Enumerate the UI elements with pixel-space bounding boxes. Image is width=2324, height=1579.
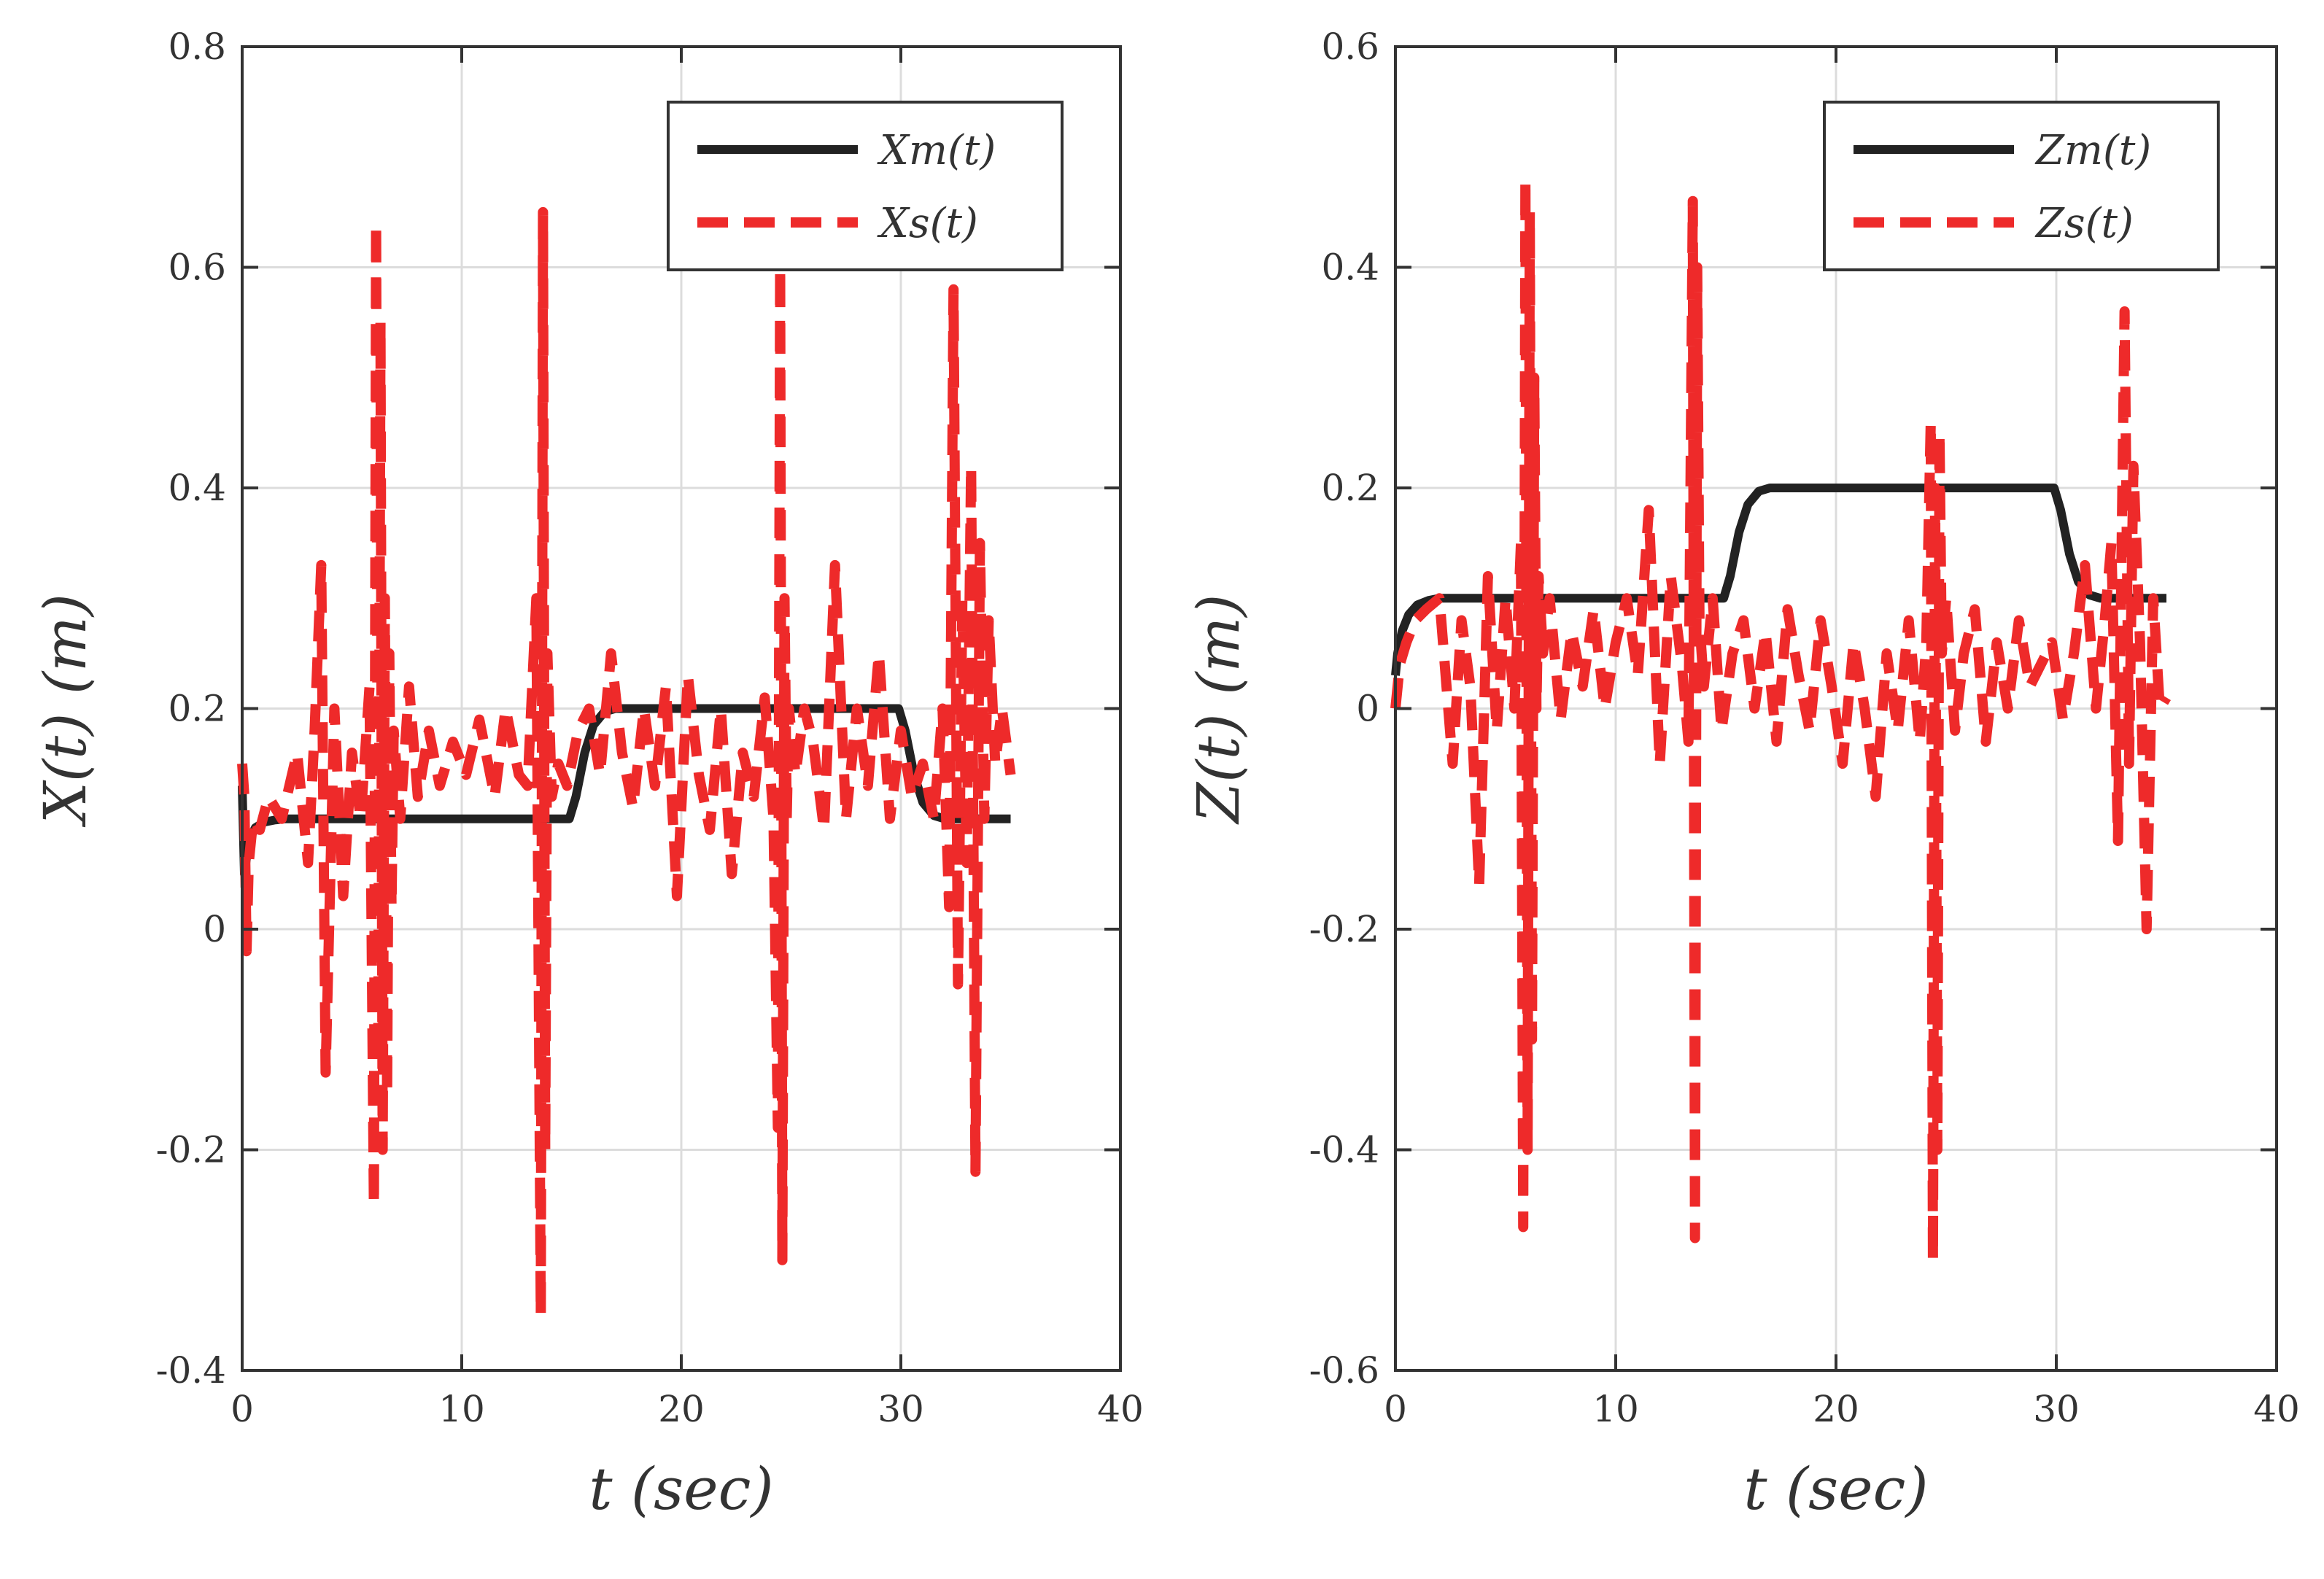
y-axis-label: Z(t) (m)	[1185, 594, 1252, 826]
y-tick-label: -0.2	[156, 1129, 226, 1171]
legend-box	[667, 101, 1064, 271]
legend-label: Xs(t)	[877, 200, 978, 247]
y-tick-label: 0.6	[168, 247, 226, 289]
x-tick-label: 20	[1813, 1388, 1859, 1430]
x-tick-label: 30	[878, 1388, 924, 1430]
x-axis-label: t (sec)	[1743, 1455, 1928, 1523]
y-tick-label: -0.4	[1309, 1129, 1379, 1171]
legend-label: Zs(t)	[2034, 200, 2134, 247]
y-tick-label: 0.2	[1321, 467, 1379, 509]
y-tick-label: -0.2	[1309, 908, 1379, 950]
x-tick-label: 0	[1384, 1388, 1407, 1430]
y-axis-label: X(t) (m)	[31, 594, 99, 828]
y-tick-label: -0.6	[1309, 1349, 1379, 1392]
y-tick-label: 0.8	[168, 26, 226, 68]
x-position-plot: 0 10 20 30 40 -0.4 -0.2 0 0.2 0.4 0.6 0.8 t (sec) X(t…	[31, 26, 1144, 1523]
series-line-slave	[237, 206, 1016, 1321]
y-tick-label: 0.4	[168, 467, 226, 509]
x-tick-label: 20	[658, 1388, 705, 1430]
x-tick-label: 40	[2253, 1388, 2300, 1430]
y-tick-label: 0	[1356, 688, 1379, 730]
y-tick-label: 0.6	[1321, 26, 1379, 68]
series-line-slave	[1390, 174, 2171, 1265]
legend-box	[1823, 101, 2220, 271]
y-tick-label: 0	[203, 908, 226, 950]
legend-label: Zm(t)	[2034, 127, 2151, 174]
x-tick-label: 40	[1097, 1388, 1144, 1430]
y-tick-label: -0.4	[156, 1349, 226, 1392]
x-tick-label: 10	[1592, 1388, 1639, 1430]
y-tick-label: 0.2	[168, 688, 226, 730]
y-tick-label: 0.4	[1321, 247, 1379, 289]
x-tick-label: 30	[2033, 1388, 2080, 1430]
x-axis-label: t (sec)	[589, 1455, 773, 1523]
x-tick-label: 10	[438, 1388, 485, 1430]
legend-label: Xm(t)	[877, 127, 996, 174]
x-tick-label: 0	[231, 1388, 254, 1430]
z-position-plot: 0 10 20 30 40 -0.6 -0.4 -0.2 0 0.2 0.4 0.6 t (sec) Z(…	[1185, 26, 2300, 1523]
series-line-master	[1391, 484, 2166, 676]
